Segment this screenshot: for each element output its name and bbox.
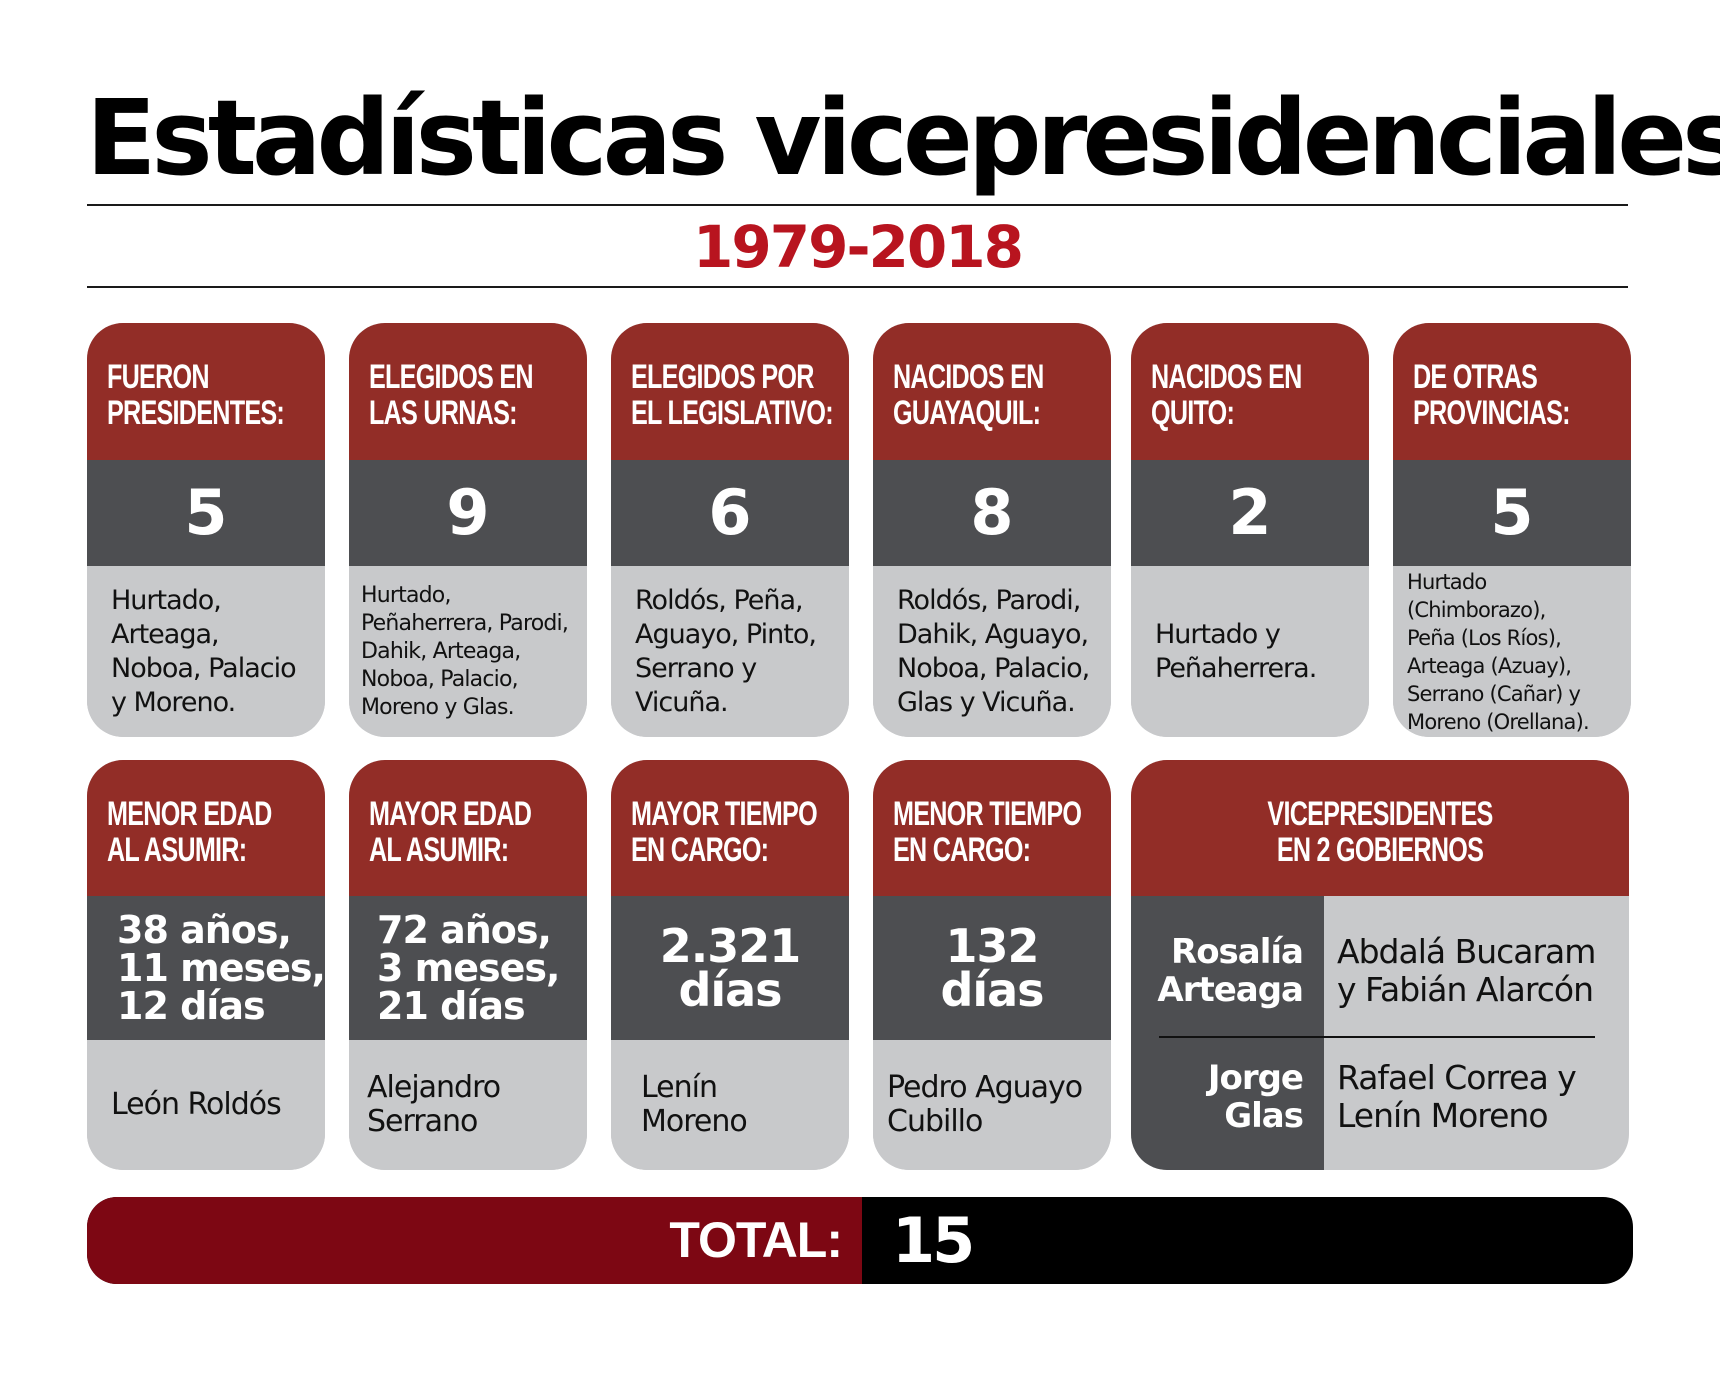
- card-names: Roldós, Parodi, Dahik, Aguayo, Noboa, Pa…: [897, 584, 1090, 718]
- card-body: Lenín Moreno: [611, 1040, 849, 1170]
- card-heading: MENOR EDAD AL ASUMIR:: [107, 795, 272, 869]
- card-value-band: 5: [1393, 460, 1631, 566]
- stat-card-nacidos-guayaquil: NACIDOS EN GUAYAQUIL: 8 Roldós, Parodi, …: [873, 323, 1111, 737]
- total-label: TOTAL:: [669, 1212, 843, 1268]
- divider-top: [87, 204, 1628, 206]
- card-value: 2.321 días: [659, 919, 802, 1017]
- card-names: Alejandro Serrano: [367, 1070, 501, 1139]
- card-value: 9: [446, 476, 490, 549]
- vp-name: Jorge Glas: [1207, 1058, 1304, 1136]
- card-header: NACIDOS EN QUITO:: [1131, 323, 1369, 460]
- vp-entry: Jorge Glas Rafael Correa y Lenín Moreno: [1131, 1032, 1629, 1162]
- card-heading: MENOR TIEMPO EN CARGO:: [893, 795, 1082, 869]
- card-header: FUERON PRESIDENTES:: [87, 323, 325, 460]
- vp-entry: Rosalía Arteaga Abdalá Bucaram y Fabián …: [1131, 906, 1629, 1036]
- stat-card-menor-edad: MENOR EDAD AL ASUMIR: 38 años, 11 meses,…: [87, 760, 325, 1170]
- card-value: 5: [1490, 476, 1534, 549]
- card-value: 72 años, 3 meses, 21 días: [377, 908, 560, 1028]
- vp-name-column: [1131, 896, 1324, 1170]
- card-value-band: 6: [611, 460, 849, 566]
- card-body: Hurtado, Peñaherrera, Parodi, Dahik, Art…: [349, 566, 587, 737]
- card-header: NACIDOS EN GUAYAQUIL:: [873, 323, 1111, 460]
- card-value-band: 2: [1131, 460, 1369, 566]
- card-value-band: 5: [87, 460, 325, 566]
- stat-card-mayor-tiempo: MAYOR TIEMPO EN CARGO: 2.321 días Lenín …: [611, 760, 849, 1170]
- stat-card-otras-provincias: DE OTRAS PROVINCIAS: 5 Hurtado (Chimbora…: [1393, 323, 1631, 737]
- card-heading: VICEPRESIDENTES EN 2 GOBIERNOS: [1267, 795, 1493, 869]
- card-header: VICEPRESIDENTES EN 2 GOBIERNOS: [1131, 760, 1629, 896]
- divider-bottom: [87, 286, 1628, 288]
- vp-name: Rosalía Arteaga: [1157, 932, 1304, 1010]
- card-header: MENOR TIEMPO EN CARGO:: [873, 760, 1111, 896]
- card-header: MENOR EDAD AL ASUMIR:: [87, 760, 325, 896]
- card-body: Hurtado y Peñaherrera.: [1131, 566, 1369, 737]
- period-subtitle: 1979-2018: [693, 213, 1024, 281]
- card-heading: NACIDOS EN GUAYAQUIL:: [893, 358, 1044, 432]
- card-names: Hurtado y Peñaherrera.: [1155, 618, 1317, 684]
- vp-governments: Rafael Correa y Lenín Moreno: [1337, 1058, 1577, 1135]
- stat-card-vicepresidentes-2-gobiernos: VICEPRESIDENTES EN 2 GOBIERNOS Rosalía A…: [1131, 760, 1629, 1170]
- card-body: Alejandro Serrano: [349, 1040, 587, 1170]
- card-value-band: 9: [349, 460, 587, 566]
- card-header: MAYOR EDAD AL ASUMIR:: [349, 760, 587, 896]
- card-heading: FUERON PRESIDENTES:: [107, 358, 285, 432]
- card-heading: NACIDOS EN QUITO:: [1151, 358, 1302, 432]
- card-body: Hurtado (Chimborazo), Peña (Los Ríos), A…: [1393, 566, 1631, 737]
- card-body: Roldós, Parodi, Dahik, Aguayo, Noboa, Pa…: [873, 566, 1111, 737]
- card-body: Hurtado, Arteaga, Noboa, Palacio y Moren…: [87, 566, 325, 737]
- card-value: 8: [970, 476, 1014, 549]
- vp-governments: Abdalá Bucaram y Fabián Alarcón: [1337, 932, 1596, 1009]
- card-header: MAYOR TIEMPO EN CARGO:: [611, 760, 849, 896]
- card-names: Hurtado, Arteaga, Noboa, Palacio y Moren…: [111, 584, 297, 718]
- total-value: 15: [892, 1204, 975, 1277]
- stat-card-nacidos-quito: NACIDOS EN QUITO: 2 Hurtado y Peñaherrer…: [1131, 323, 1369, 737]
- card-names: Hurtado (Chimborazo), Peña (Los Ríos), A…: [1407, 569, 1590, 734]
- card-heading: ELEGIDOS POR EL LEGISLATIVO:: [631, 358, 834, 432]
- card-value: 132 días: [940, 919, 1044, 1017]
- card-heading: MAYOR TIEMPO EN CARGO:: [631, 795, 818, 869]
- card-value: 6: [708, 476, 752, 549]
- total-bar: TOTAL: 15: [87, 1197, 1633, 1284]
- page-title: Estadísticas vicepresidenciales: [86, 77, 1720, 199]
- card-value-band: 72 años, 3 meses, 21 días: [349, 896, 587, 1040]
- stat-card-mayor-edad: MAYOR EDAD AL ASUMIR: 72 años, 3 meses, …: [349, 760, 587, 1170]
- card-value-band: 132 días: [873, 896, 1111, 1040]
- vp-separator: [1159, 1036, 1595, 1038]
- card-value: 5: [184, 476, 228, 549]
- card-names: León Roldós: [111, 1087, 282, 1122]
- card-heading: MAYOR EDAD AL ASUMIR:: [369, 795, 532, 869]
- card-body: Pedro Aguayo Cubillo: [873, 1040, 1111, 1170]
- total-label-panel: TOTAL:: [87, 1197, 862, 1284]
- stat-card-elegidos-urnas: ELEGIDOS EN LAS URNAS: 9 Hurtado, Peñahe…: [349, 323, 587, 737]
- card-names: Pedro Aguayo Cubillo: [887, 1070, 1083, 1139]
- stat-card-menor-tiempo: MENOR TIEMPO EN CARGO: 132 días Pedro Ag…: [873, 760, 1111, 1170]
- stat-card-elegidos-legislativo: ELEGIDOS POR EL LEGISLATIVO: 6 Roldós, P…: [611, 323, 849, 737]
- card-value: 2: [1228, 476, 1272, 549]
- card-body: Roldós, Peña, Aguayo, Pinto, Serrano y V…: [611, 566, 849, 737]
- card-value-band: 8: [873, 460, 1111, 566]
- card-header: DE OTRAS PROVINCIAS:: [1393, 323, 1631, 460]
- stat-card-fueron-presidentes: FUERON PRESIDENTES: 5 Hurtado, Arteaga, …: [87, 323, 325, 737]
- card-heading: DE OTRAS PROVINCIAS:: [1413, 358, 1571, 432]
- card-body: León Roldós: [87, 1040, 325, 1170]
- card-header: ELEGIDOS EN LAS URNAS:: [349, 323, 587, 460]
- card-value-band: 2.321 días: [611, 896, 849, 1040]
- card-header: ELEGIDOS POR EL LEGISLATIVO:: [611, 323, 849, 460]
- card-names: Roldós, Peña, Aguayo, Pinto, Serrano y V…: [635, 584, 817, 718]
- card-value-band: 38 años, 11 meses, 12 días: [87, 896, 325, 1040]
- card-value: 38 años, 11 meses, 12 días: [117, 908, 325, 1028]
- card-names: Lenín Moreno: [641, 1070, 748, 1139]
- card-heading: ELEGIDOS EN LAS URNAS:: [369, 358, 534, 432]
- card-names: Hurtado, Peñaherrera, Parodi, Dahik, Art…: [361, 582, 569, 720]
